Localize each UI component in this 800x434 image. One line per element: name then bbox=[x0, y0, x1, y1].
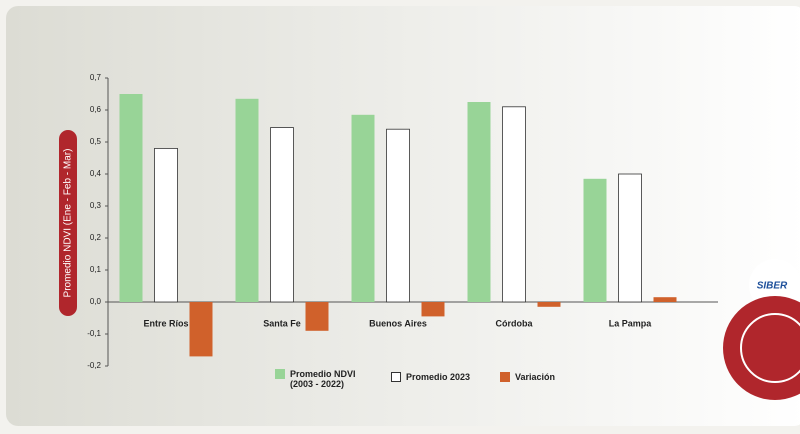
legend-swatch bbox=[391, 372, 401, 382]
y-tick-label: 0,6 bbox=[90, 105, 102, 114]
bar bbox=[421, 302, 445, 317]
y-tick-label: 0,0 bbox=[90, 297, 102, 306]
bolsa-ring bbox=[740, 313, 800, 383]
y-tick-label: -0,1 bbox=[87, 329, 101, 338]
x-tick-label: Buenos Aires bbox=[369, 318, 427, 328]
bar bbox=[537, 302, 561, 307]
y-tick-label: 0,4 bbox=[90, 169, 102, 178]
legend-label: Promedio NDVI (2003 - 2022) bbox=[290, 369, 356, 389]
bar bbox=[270, 127, 294, 303]
y-tick-label: 0,2 bbox=[90, 233, 102, 242]
bar bbox=[305, 302, 329, 331]
bar bbox=[653, 297, 677, 302]
bar bbox=[351, 114, 375, 302]
bar bbox=[189, 302, 213, 357]
bar bbox=[583, 178, 607, 302]
bolsa-logo bbox=[723, 296, 800, 400]
bar bbox=[502, 106, 526, 303]
y-tick-label: 0,3 bbox=[90, 201, 102, 210]
y-label-pill bbox=[59, 130, 77, 316]
siber-text: SIBER bbox=[757, 281, 788, 292]
y-tick-label: 0,7 bbox=[90, 73, 102, 82]
x-tick-label: Entre Ríos bbox=[143, 318, 188, 328]
bar bbox=[119, 94, 143, 302]
y-tick-label: -0,2 bbox=[87, 361, 101, 370]
legend-label: Variación bbox=[515, 372, 556, 382]
y-tick-label: 0,1 bbox=[90, 265, 102, 274]
bar bbox=[235, 98, 259, 302]
bar bbox=[467, 102, 491, 302]
y-axis-label: Promedio NDVI (Ene - Feb - Mar) bbox=[63, 149, 74, 298]
bar bbox=[386, 128, 410, 303]
x-tick-label: Santa Fe bbox=[263, 318, 301, 328]
legend-item: Variación bbox=[500, 372, 555, 382]
bar bbox=[154, 147, 178, 303]
legend-swatch bbox=[500, 372, 510, 382]
legend-swatch bbox=[275, 369, 285, 379]
legend-item: Promedio 2023 bbox=[391, 372, 470, 382]
legend-item: Promedio NDVI (2003 - 2022) bbox=[275, 369, 375, 389]
x-tick-label: La Pampa bbox=[609, 318, 653, 328]
x-tick-label: Córdoba bbox=[496, 318, 534, 328]
y-tick-label: 0,5 bbox=[90, 137, 102, 146]
bar bbox=[618, 173, 642, 303]
legend-label: Promedio 2023 bbox=[406, 372, 471, 382]
